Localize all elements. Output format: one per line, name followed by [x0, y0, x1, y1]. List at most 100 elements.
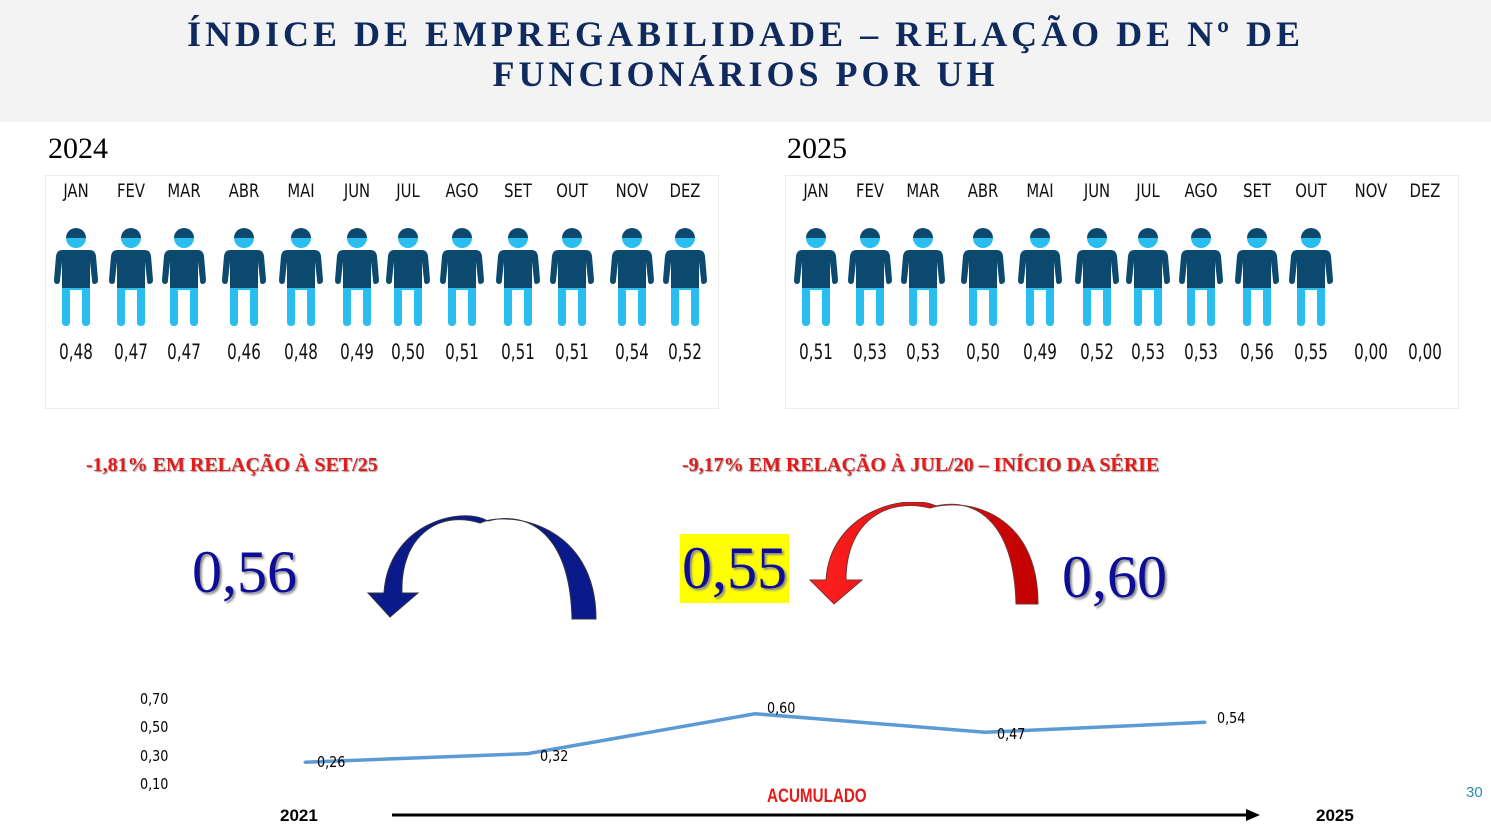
month-value: 0,52 [668, 340, 702, 364]
month-value: 0,53 [1184, 340, 1218, 364]
person-icon [1018, 228, 1062, 326]
month-label: FEV [116, 180, 146, 202]
month-value: 0,47 [114, 340, 148, 364]
month-value: 0,55 [1294, 340, 1328, 364]
data-label: 0,54 [1217, 709, 1246, 728]
month-label: ABR [228, 180, 260, 202]
month-label: JAN [63, 180, 89, 202]
month-value: 0,51 [799, 340, 833, 364]
person-icon [610, 228, 654, 326]
data-point [303, 760, 307, 764]
month-value: 0,54 [615, 340, 649, 364]
data-point [1203, 720, 1207, 724]
person-icon [1075, 228, 1119, 326]
title-line-1: ÍNDICE DE EMPREGABILIDADE – RELAÇÃO DE N… [187, 14, 1304, 54]
month-label: DEZ [669, 180, 701, 202]
timeline-arrow-icon [392, 809, 1260, 821]
current-value: 0,55 [680, 534, 789, 603]
person-icon [794, 228, 838, 326]
month-label: FEV [855, 180, 885, 202]
month-label: JUN [343, 180, 371, 202]
comparison-right-text: -9,17% EM RELAÇÃO À JUL/20 – INÍCIO DA S… [682, 454, 1160, 476]
month-label: SET [504, 180, 532, 202]
month-value: 0,50 [391, 340, 425, 364]
person-icon [1126, 228, 1170, 326]
x-end-label: 2025 [1316, 806, 1354, 825]
month-label: JUN [1083, 180, 1111, 202]
month-value: 0,51 [555, 340, 589, 364]
month-label: MAR [906, 180, 940, 202]
data-point [983, 730, 987, 734]
month-value: 0,48 [284, 340, 318, 364]
person-icon [1289, 228, 1333, 326]
month-value: 0,52 [1080, 340, 1114, 364]
page-title: ÍNDICE DE EMPREGABILIDADE – RELAÇÃO DE N… [0, 14, 1491, 94]
month-label: AGO [445, 180, 479, 202]
month-label: MAI [287, 180, 315, 202]
person-icon [848, 228, 892, 326]
header [0, 0, 1491, 122]
person-icon [1179, 228, 1223, 326]
x-axis-label: ACUMULADO [767, 786, 867, 807]
page-number: 30 [1466, 784, 1483, 801]
month-label: OUT [1295, 180, 1327, 202]
month-value: 0,53 [906, 340, 940, 364]
person-icon [386, 228, 430, 326]
y-tick: 0,10 [140, 775, 169, 793]
month-label: JUL [396, 180, 420, 202]
person-icon [901, 228, 945, 326]
month-value: 0,56 [1240, 340, 1274, 364]
start-value: 0,60 [1062, 544, 1167, 610]
month-label: JUL [1136, 180, 1160, 202]
person-icon [550, 228, 594, 326]
month-value: 0,50 [966, 340, 1000, 364]
data-point [753, 712, 757, 716]
y-tick: 0,30 [140, 747, 169, 765]
month-label: JAN [803, 180, 829, 202]
comparison-left-text: -1,81% EM RELAÇÃO À SET/25 [86, 454, 378, 476]
data-label: 0,26 [317, 753, 346, 772]
x-start-label: 2021 [280, 806, 318, 825]
year-label-2024: 2024 [48, 132, 108, 165]
red-curved-arrow-icon [808, 502, 1039, 605]
month-label: NOV [1354, 180, 1388, 202]
month-label: MAR [167, 180, 201, 202]
title-line-2: FUNCIONÁRIOS POR UH [492, 54, 999, 94]
blue-curved-arrow-icon [366, 515, 597, 620]
data-point [526, 752, 530, 756]
month-value: 0,46 [227, 340, 261, 364]
person-icon [496, 228, 540, 326]
series-line [304, 711, 1206, 764]
month-label: DEZ [1409, 180, 1441, 202]
prev-value: 0,56 [192, 539, 297, 605]
person-icon [440, 228, 484, 326]
person-icon [335, 228, 379, 326]
person-icon [279, 228, 323, 326]
person-icon [222, 228, 266, 326]
month-label: NOV [615, 180, 649, 202]
month-value: 0,48 [59, 340, 93, 364]
data-label: 0,32 [540, 746, 569, 765]
month-value: 0,49 [1023, 340, 1057, 364]
month-value: 0,00 [1354, 340, 1388, 364]
year-label-2025: 2025 [787, 132, 847, 165]
person-icon [162, 228, 206, 326]
month-value: 0,49 [340, 340, 374, 364]
y-tick: 0,70 [140, 690, 169, 708]
month-value: 0,53 [1131, 340, 1165, 364]
data-label: 0,47 [997, 725, 1026, 744]
month-label: SET [1243, 180, 1271, 202]
month-value: 0,51 [501, 340, 535, 364]
month-value: 0,47 [167, 340, 201, 364]
data-label: 0,60 [767, 698, 796, 717]
person-icon [54, 228, 98, 326]
y-tick: 0,50 [140, 718, 169, 736]
panel-2025: JAN 0,51 FEV 0,53 MAR 0,53 ABR 0,50 MAI 0,49… [785, 175, 1459, 409]
person-icon [109, 228, 153, 326]
month-value: 0,00 [1408, 340, 1442, 364]
panel-2024: JAN 0,48 FEV 0,47 MAR 0,47 ABR 0,46 MAI 0,48… [45, 175, 719, 409]
month-label: ABR [967, 180, 999, 202]
month-label: OUT [556, 180, 588, 202]
month-label: MAI [1026, 180, 1054, 202]
